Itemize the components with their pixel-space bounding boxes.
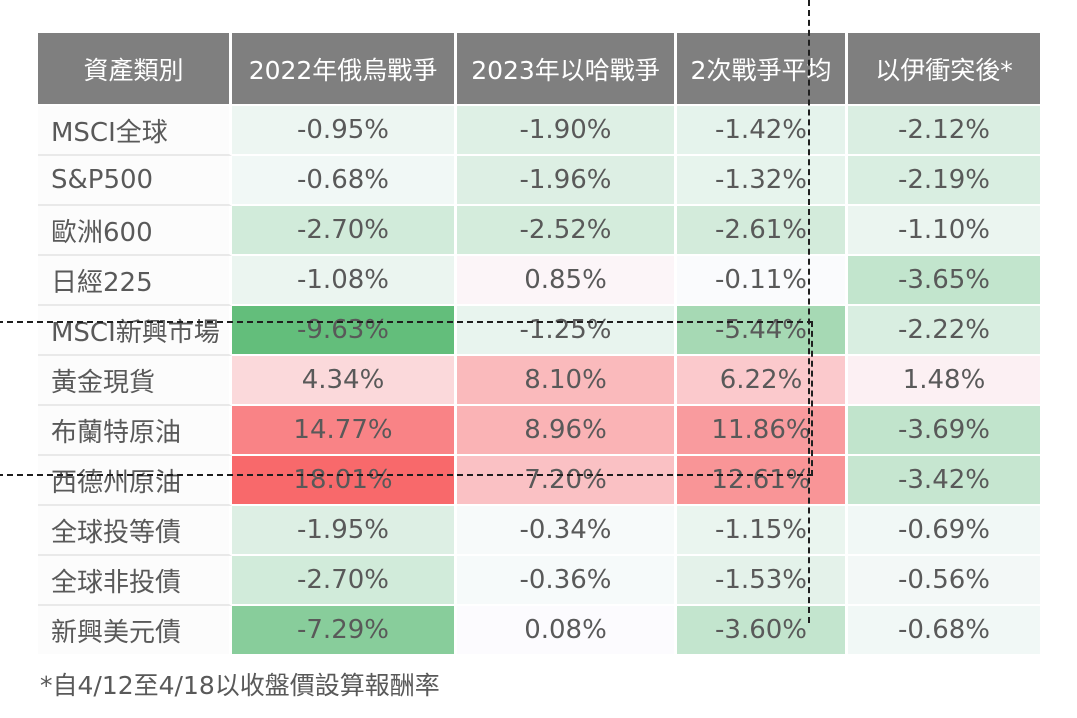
asset-performance-table: 資產類別 2022年俄烏戰爭 2023年以哈戰爭 2次戰爭平均 以伊衝突後* MSCI全球…	[38, 33, 1040, 656]
value-cell: -1.32%	[677, 156, 848, 206]
value-cell: 0.85%	[457, 256, 677, 306]
value-cell: -9.63%	[232, 306, 457, 356]
value-cell: -2.22%	[848, 306, 1040, 356]
asset-name-cell: S&P500	[38, 156, 232, 206]
value-cell: -0.56%	[848, 556, 1040, 606]
header-cell-4: 以伊衝突後*	[848, 33, 1040, 106]
asset-name-cell: MSCI新興市場	[38, 306, 232, 356]
value-cell: -0.95%	[232, 106, 457, 156]
value-cell: -1.15%	[677, 506, 848, 556]
asset-name-cell: 新興美元債	[38, 606, 232, 656]
value-cell: -0.11%	[677, 256, 848, 306]
value-cell: -0.69%	[848, 506, 1040, 556]
value-cell: -1.53%	[677, 556, 848, 606]
value-cell: -1.42%	[677, 106, 848, 156]
value-cell: 14.77%	[232, 406, 457, 456]
value-cell: 6.22%	[677, 356, 848, 406]
asset-name-cell: 西德州原油	[38, 456, 232, 506]
value-cell: -0.68%	[848, 606, 1040, 656]
value-cell: -2.19%	[848, 156, 1040, 206]
value-cell: -2.70%	[232, 206, 457, 256]
header-cell-3: 2次戰爭平均	[677, 33, 848, 106]
value-cell: 1.48%	[848, 356, 1040, 406]
asset-name-cell: MSCI全球	[38, 106, 232, 156]
value-cell: -1.08%	[232, 256, 457, 306]
value-cell: -2.52%	[457, 206, 677, 256]
value-cell: -0.34%	[457, 506, 677, 556]
value-cell: -2.70%	[232, 556, 457, 606]
value-cell: 7.20%	[457, 456, 677, 506]
value-cell: -1.25%	[457, 306, 677, 356]
value-cell: 11.86%	[677, 406, 848, 456]
value-cell: -3.42%	[848, 456, 1040, 506]
value-cell: -3.60%	[677, 606, 848, 656]
footnote: *自4/12至4/18以收盤價設算報酬率	[40, 671, 440, 700]
value-cell: 8.96%	[457, 406, 677, 456]
value-cell: -1.96%	[457, 156, 677, 206]
asset-name-cell: 全球非投債	[38, 556, 232, 606]
value-cell: 12.61%	[677, 456, 848, 506]
value-cell: 18.01%	[232, 456, 457, 506]
header-cell-2: 2023年以哈戰爭	[457, 33, 677, 106]
value-cell: -2.12%	[848, 106, 1040, 156]
asset-name-cell: 黃金現貨	[38, 356, 232, 406]
asset-name-cell: 布蘭特原油	[38, 406, 232, 456]
value-cell: -0.68%	[232, 156, 457, 206]
value-cell: 0.08%	[457, 606, 677, 656]
value-cell: -5.44%	[677, 306, 848, 356]
value-cell: -3.65%	[848, 256, 1040, 306]
value-cell: -1.90%	[457, 106, 677, 156]
asset-name-cell: 日經225	[38, 256, 232, 306]
value-cell: 4.34%	[232, 356, 457, 406]
value-cell: -1.10%	[848, 206, 1040, 256]
asset-name-cell: 全球投等債	[38, 506, 232, 556]
value-cell: -1.95%	[232, 506, 457, 556]
value-cell: -0.36%	[457, 556, 677, 606]
value-cell: -7.29%	[232, 606, 457, 656]
asset-name-cell: 歐洲600	[38, 206, 232, 256]
header-cell-1: 2022年俄烏戰爭	[232, 33, 457, 106]
value-cell: -2.61%	[677, 206, 848, 256]
value-cell: 8.10%	[457, 356, 677, 406]
header-cell-0: 資產類別	[38, 33, 232, 106]
value-cell: -3.69%	[848, 406, 1040, 456]
